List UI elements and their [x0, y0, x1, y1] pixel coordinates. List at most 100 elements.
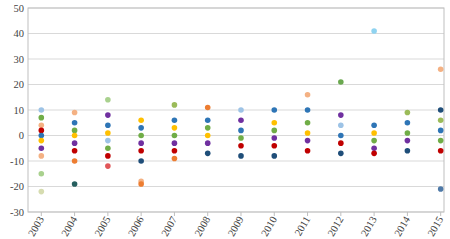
- point: [72, 133, 78, 139]
- point: [271, 128, 277, 134]
- point: [39, 115, 45, 121]
- point: [205, 140, 211, 146]
- grid-line: [28, 186, 444, 187]
- x-tick: [274, 212, 275, 216]
- x-tick: [207, 212, 208, 216]
- point: [105, 153, 111, 159]
- x-tick-label: 2007: [159, 215, 179, 239]
- point: [405, 148, 411, 154]
- point: [105, 163, 111, 169]
- point: [72, 181, 78, 187]
- y-tick-label: -30: [10, 207, 24, 218]
- point: [105, 97, 111, 103]
- x-tick: [374, 212, 375, 216]
- point: [138, 117, 144, 123]
- point: [305, 120, 311, 126]
- point: [338, 140, 344, 146]
- point: [305, 148, 311, 154]
- x-tick: [141, 212, 142, 216]
- point: [438, 148, 444, 154]
- points: [39, 28, 444, 194]
- point: [238, 153, 244, 159]
- point: [172, 125, 178, 131]
- y-tick-label: 20: [14, 79, 25, 90]
- point: [271, 120, 277, 126]
- x-tick: [407, 212, 408, 216]
- point: [138, 148, 144, 154]
- grid-line: [28, 110, 444, 111]
- chart: -30-20-100102030405020032004200520062007…: [0, 0, 450, 239]
- point: [105, 123, 111, 129]
- point: [305, 107, 311, 113]
- y-tick-label: -10: [10, 156, 24, 167]
- grid-line: [28, 161, 444, 162]
- point: [305, 138, 311, 144]
- point: [371, 145, 377, 151]
- point: [305, 92, 311, 98]
- y-tick-label: 40: [14, 28, 25, 39]
- point: [405, 120, 411, 126]
- point: [72, 128, 78, 134]
- point: [438, 186, 444, 192]
- plot-frame: [28, 8, 444, 212]
- x-tick-label: 2010: [259, 215, 279, 239]
- point: [205, 125, 211, 131]
- x-tick-label: 2006: [126, 215, 146, 239]
- point: [238, 135, 244, 141]
- x-tick: [240, 212, 241, 216]
- point: [172, 148, 178, 154]
- point: [105, 138, 111, 144]
- point: [338, 133, 344, 139]
- x-tick-label: 2014: [392, 214, 412, 238]
- point: [205, 133, 211, 139]
- grid-line: [28, 59, 444, 60]
- point: [371, 123, 377, 129]
- point: [338, 112, 344, 118]
- x-tick-label: 2015: [425, 215, 445, 239]
- point: [405, 138, 411, 144]
- x-tick: [107, 212, 108, 216]
- point: [39, 123, 45, 129]
- point: [39, 171, 45, 177]
- point: [371, 151, 377, 157]
- point: [405, 130, 411, 136]
- x-tick-label: 2013: [359, 215, 379, 239]
- x-tick: [440, 212, 441, 216]
- point: [72, 120, 78, 126]
- point: [39, 133, 45, 139]
- x-tick-label: 2009: [226, 215, 246, 239]
- point: [72, 140, 78, 146]
- y-tick-label: 10: [14, 105, 25, 116]
- point: [39, 189, 45, 195]
- x-tick: [41, 212, 42, 216]
- point: [271, 135, 277, 141]
- point: [138, 133, 144, 139]
- point: [138, 125, 144, 131]
- point: [305, 130, 311, 136]
- point: [172, 140, 178, 146]
- point: [205, 151, 211, 157]
- point: [72, 158, 78, 164]
- point: [271, 107, 277, 113]
- point: [39, 138, 45, 144]
- point: [39, 107, 45, 113]
- y-tick-label: -20: [10, 181, 24, 192]
- point: [105, 112, 111, 118]
- grid-line: [28, 135, 444, 136]
- point: [205, 105, 211, 111]
- point: [238, 107, 244, 113]
- x-tick-label: 2012: [326, 215, 346, 239]
- point: [271, 143, 277, 149]
- point: [438, 138, 444, 144]
- y-tick-label: 50: [14, 3, 25, 14]
- point: [172, 133, 178, 139]
- point: [271, 153, 277, 159]
- point: [72, 148, 78, 154]
- point: [371, 138, 377, 144]
- point: [371, 130, 377, 136]
- point: [39, 128, 45, 134]
- point: [72, 110, 78, 116]
- point: [172, 117, 178, 123]
- y-tick-label: 0: [19, 130, 24, 141]
- point: [238, 128, 244, 134]
